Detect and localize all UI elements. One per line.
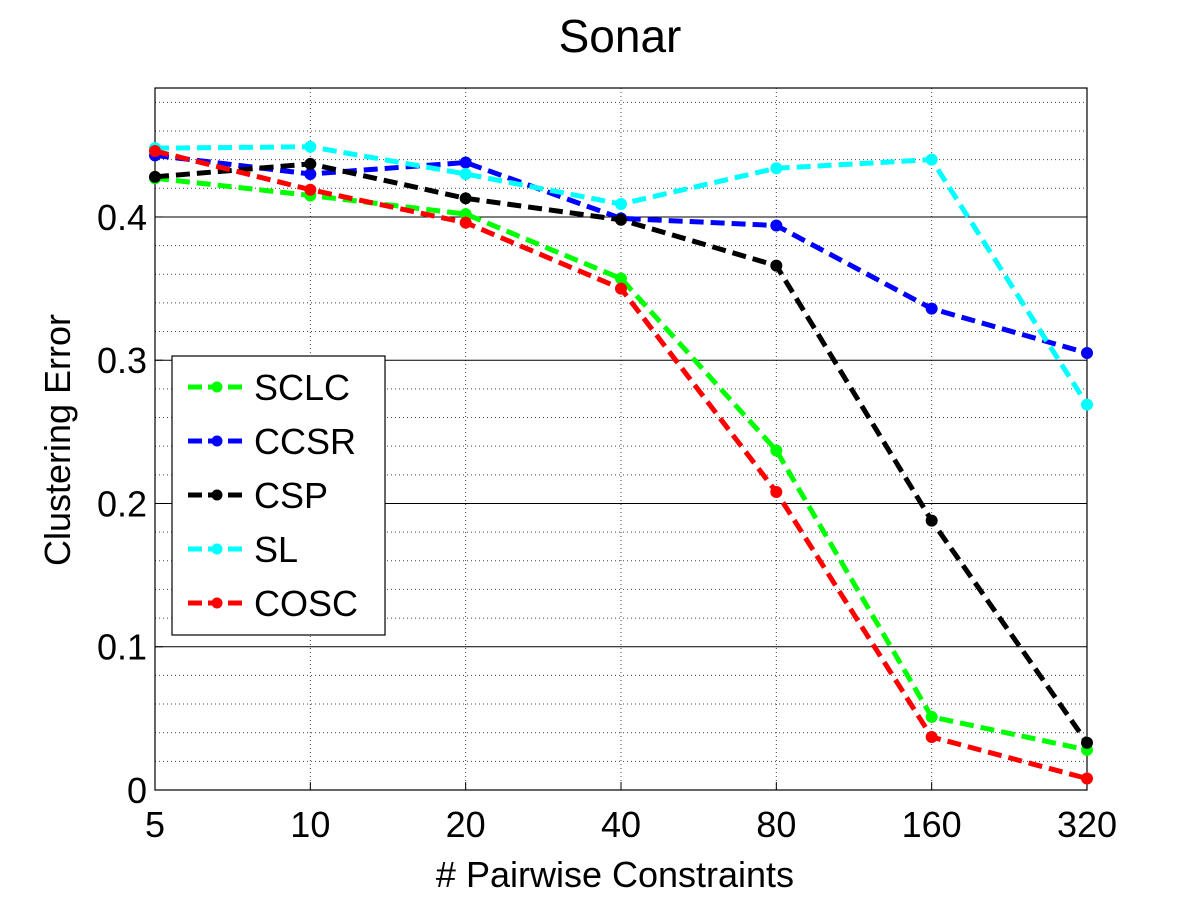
x-tick-label: 160 [902, 804, 962, 845]
data-point [925, 302, 938, 315]
legend-box [171, 355, 386, 636]
x-tick-label: 80 [756, 804, 796, 845]
series-cosc [149, 145, 1093, 785]
data-point [770, 444, 783, 457]
data-point [459, 167, 472, 180]
data-point [925, 153, 938, 166]
legend-label: CSP [254, 475, 328, 516]
y-tick-label: 0 [127, 770, 147, 811]
x-tick-label: 10 [290, 804, 330, 845]
y-tick-label: 0.3 [97, 340, 147, 381]
series-layer [149, 140, 1093, 785]
legend-item-sclc: SCLC [188, 367, 350, 408]
data-point [615, 282, 627, 295]
data-point [1081, 736, 1093, 749]
data-point [925, 710, 938, 723]
legend-item-csp: CSP [188, 475, 328, 516]
x-tick-label: 320 [1057, 804, 1117, 845]
y-tick-label: 0.1 [97, 627, 147, 668]
data-point [770, 219, 783, 232]
data-point [770, 162, 783, 175]
data-point [1081, 772, 1093, 785]
legend-marker [211, 381, 223, 393]
legend-item-sl: SL [188, 529, 298, 570]
y-tick-label: 0.2 [97, 483, 147, 524]
data-point [1081, 347, 1093, 360]
data-point [770, 259, 783, 272]
data-point [925, 730, 938, 743]
data-point [149, 145, 161, 158]
chart-title: Sonar [559, 10, 682, 62]
data-point [304, 140, 317, 153]
data-point [304, 157, 317, 170]
y-tick-label: 0.4 [97, 197, 147, 238]
data-point [925, 514, 938, 527]
legend-item-ccsr: CCSR [188, 421, 356, 462]
y-axis-label: Clustering Error [37, 314, 78, 566]
data-point [615, 198, 627, 211]
data-point [304, 183, 317, 196]
data-point [459, 156, 472, 169]
x-tick-label: 20 [446, 804, 486, 845]
legend-label: COSC [254, 583, 358, 624]
legend: SCLC CCSR CSP SL COSC [171, 355, 386, 636]
legend-label: CCSR [254, 421, 356, 462]
data-point [304, 167, 317, 180]
data-point [1081, 398, 1093, 411]
data-point [459, 216, 472, 229]
legend-marker [211, 543, 223, 555]
series-csp [149, 157, 1093, 749]
legend-label: SL [254, 529, 298, 570]
x-tick-label: 5 [145, 804, 165, 845]
x-tick-label: 40 [601, 804, 641, 845]
x-axis-label: # Pairwise Constraints [436, 854, 794, 895]
data-point [615, 213, 627, 226]
data-point [459, 192, 472, 205]
data-point [615, 272, 627, 285]
data-point [770, 486, 783, 499]
legend-item-cosc: COSC [188, 583, 358, 624]
legend-label: SCLC [254, 367, 350, 408]
data-point [149, 170, 161, 183]
legend-marker [211, 435, 223, 447]
legend-marker [211, 489, 223, 501]
axis-ticks: 0 0.1 0.2 0.3 0.4 5 10 20 40 80 160 320 [97, 197, 1117, 845]
legend-marker [211, 597, 223, 609]
